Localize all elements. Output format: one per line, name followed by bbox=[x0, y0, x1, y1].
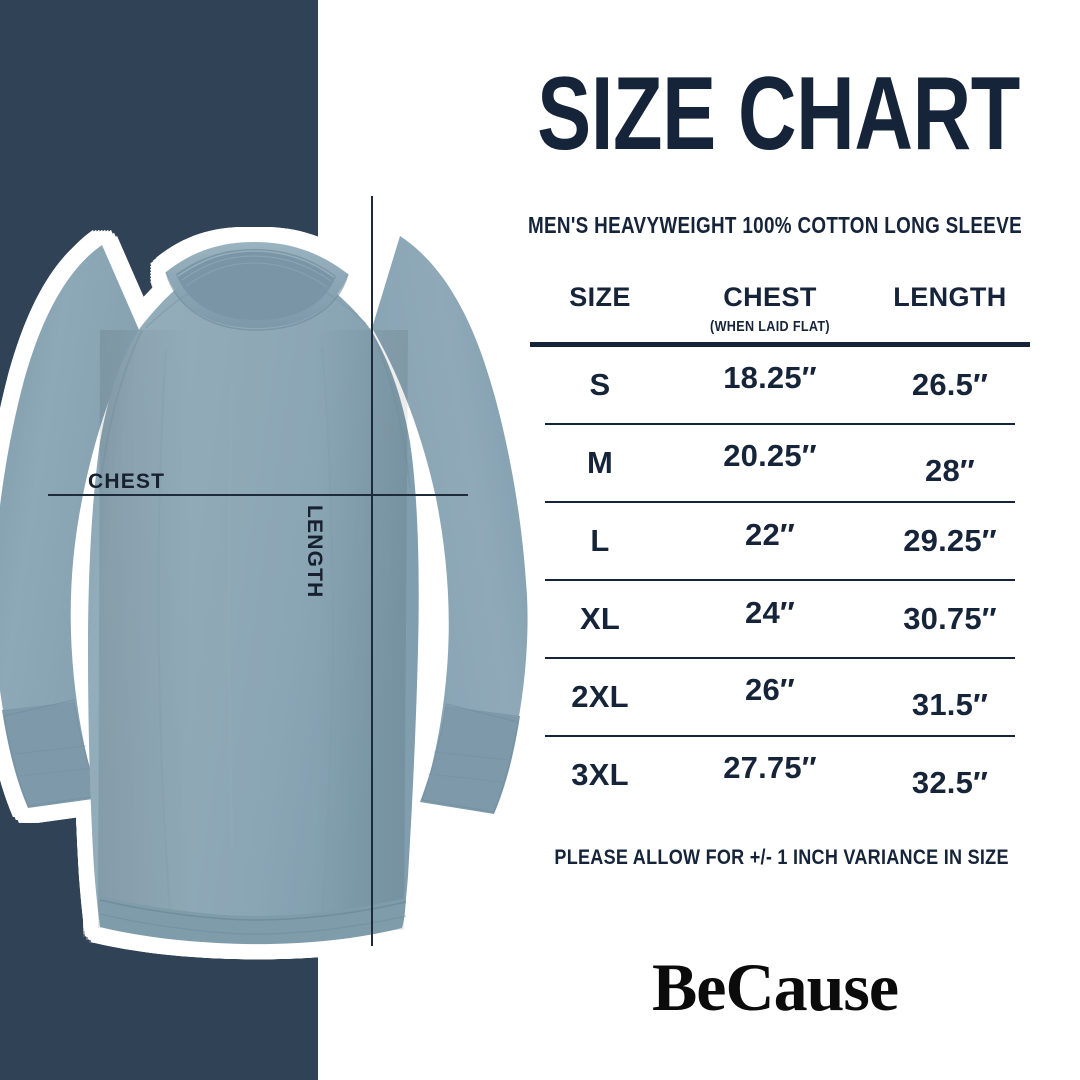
cell-size: M bbox=[587, 445, 613, 480]
cell-chest: 26″ bbox=[745, 672, 795, 707]
table-row: 2XL 26″ 31.5″ bbox=[530, 659, 1030, 735]
cell-length: 30.75″ bbox=[903, 601, 997, 636]
cell-length: 26.5″ bbox=[912, 367, 988, 402]
cell-chest: 18.25″ bbox=[723, 360, 817, 395]
cell-chest: 27.75″ bbox=[723, 750, 817, 785]
cell-size: XL bbox=[580, 601, 620, 636]
cell-length: 32.5″ bbox=[912, 765, 988, 800]
cell-length: 29.25″ bbox=[903, 523, 997, 558]
page-subtitle: MEN'S HEAVYWEIGHT 100% COTTON LONG SLEEV… bbox=[525, 212, 1025, 239]
column-header-chest: CHEST bbox=[723, 282, 817, 312]
size-chart-panel: SIZE CHART MEN'S HEAVYWEIGHT 100% COTTON… bbox=[470, 0, 1080, 1080]
cell-chest: 20.25″ bbox=[723, 438, 817, 473]
length-measure-label: LENGTH bbox=[302, 505, 326, 599]
cell-chest: 22″ bbox=[745, 517, 795, 552]
table-row: XL 24″ 30.75″ bbox=[530, 581, 1030, 657]
chest-measure-label: CHEST bbox=[88, 470, 165, 494]
variance-note: PLEASE ALLOW FOR +/- 1 INCH VARIANCE IN … bbox=[554, 846, 1001, 870]
size-table: SIZE CHEST LENGTH (WHEN LAID FLAT) S 18.… bbox=[530, 278, 1030, 813]
cell-size: 3XL bbox=[571, 757, 628, 792]
cell-length: 31.5″ bbox=[912, 687, 988, 722]
table-row: S 18.25″ 26.5″ bbox=[530, 347, 1030, 423]
cell-length: 28″ bbox=[925, 453, 975, 488]
cell-size: 2XL bbox=[571, 679, 628, 714]
product-image-panel: CHEST LENGTH bbox=[0, 0, 470, 1080]
cell-size: L bbox=[590, 523, 609, 558]
cell-chest: 24″ bbox=[745, 595, 795, 630]
brand-logo: BeCause bbox=[470, 948, 1080, 1027]
table-row: L 22″ 29.25″ bbox=[530, 503, 1030, 579]
cell-size: S bbox=[590, 367, 611, 402]
column-header-length: LENGTH bbox=[893, 282, 1006, 312]
table-header-row: SIZE CHEST LENGTH bbox=[530, 278, 1030, 316]
chest-measure-line bbox=[48, 494, 468, 496]
table-header-subrow: (WHEN LAID FLAT) bbox=[530, 316, 1030, 340]
page-title: SIZE CHART bbox=[537, 62, 1013, 166]
table-row: M 20.25″ 28″ bbox=[530, 425, 1030, 501]
table-row: 3XL 27.75″ 32.5″ bbox=[530, 737, 1030, 813]
chest-laid-flat-note: (WHEN LAID FLAT) bbox=[686, 318, 854, 340]
column-header-size: SIZE bbox=[569, 282, 631, 312]
length-measure-line bbox=[371, 196, 373, 946]
